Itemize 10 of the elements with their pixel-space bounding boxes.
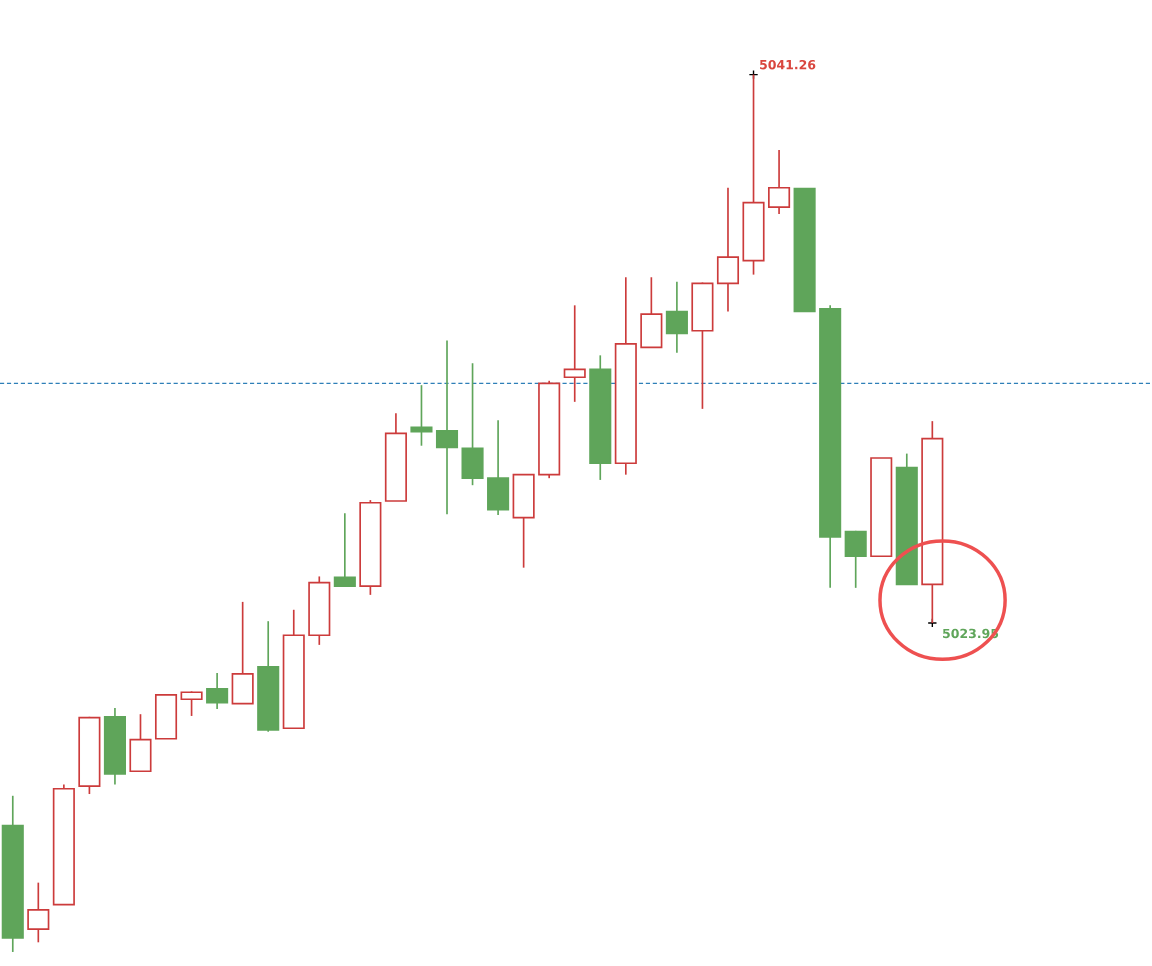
candlestick bbox=[563, 304, 586, 403]
candlestick bbox=[768, 149, 791, 215]
candlestick bbox=[27, 881, 50, 944]
candlestick bbox=[206, 672, 229, 710]
candlestick bbox=[665, 280, 688, 354]
candlestick bbox=[410, 384, 433, 447]
candlestick bbox=[180, 690, 203, 717]
text: 5041.26 bbox=[760, 59, 816, 70]
candlestick bbox=[435, 339, 459, 515]
candlestick bbox=[333, 512, 356, 587]
